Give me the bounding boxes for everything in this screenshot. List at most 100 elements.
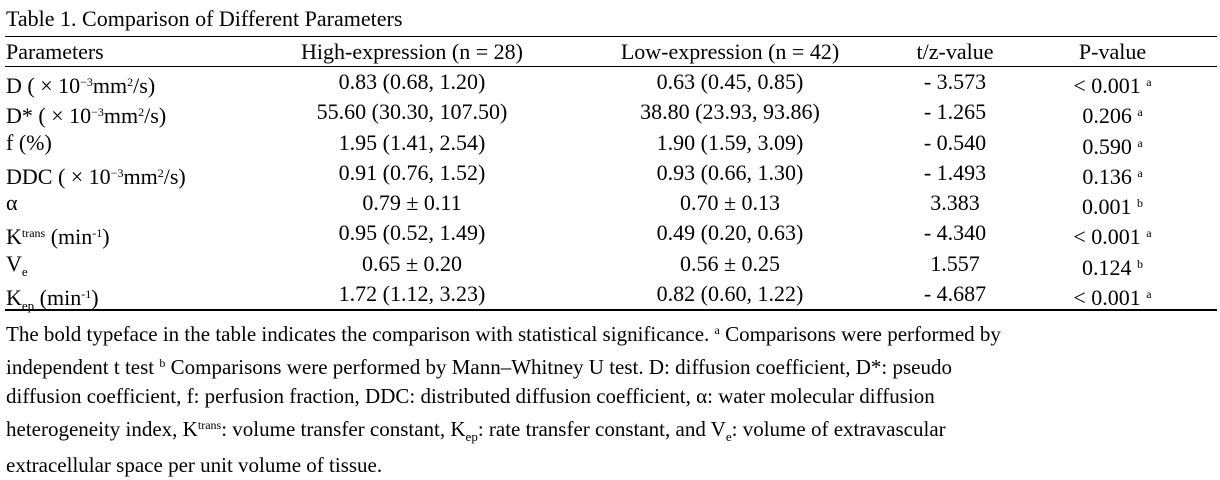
p-value-test-mark: b xyxy=(1137,257,1143,271)
cell-high-expression: 0.83 (0.68, 1.20) xyxy=(338,69,486,94)
param-text: /s) xyxy=(163,164,186,189)
param-text: D* ( × 10 xyxy=(6,103,92,128)
cell-parameter: Ktrans (min-1) xyxy=(6,218,110,249)
cell-p-value: 0.124 b xyxy=(1045,249,1180,280)
table-row: α 0.79 ± 0.11 0.70 ± 0.13 3.383 0.001 b xyxy=(0,188,1220,219)
cell-p-value: 0.001 b xyxy=(1045,188,1180,219)
footnote-text: diffusion coefficient, f: perfusion frac… xyxy=(6,384,935,408)
table-footnote: The bold typeface in the table indicates… xyxy=(6,316,1218,480)
cell-low-expression: 0.56 ± 0.25 xyxy=(679,251,781,276)
footnote-text: The bold typeface in the table indicates… xyxy=(6,322,715,346)
cell-parameter: f (%) xyxy=(6,128,52,158)
footnote-text: : volume transfer constant, K xyxy=(221,417,466,441)
footnote-text: Comparisons were performed by xyxy=(719,322,1001,346)
footnote-text: : rate transfer constant, and V xyxy=(477,417,726,441)
cell-parameter: DDC ( × 10−3mm2/s) xyxy=(6,158,186,189)
cell-high-expression: 0.91 (0.76, 1.52) xyxy=(338,160,486,185)
footnote-subscript: ep xyxy=(465,429,478,444)
cell-tz-value: 1.557 xyxy=(930,251,980,276)
cell-tz-value: - 4.340 xyxy=(923,220,987,245)
param-text: /s) xyxy=(144,103,167,128)
cell-tz-value: - 3.573 xyxy=(923,69,987,94)
param-text: K xyxy=(6,285,22,310)
param-superscript: 2 xyxy=(127,75,134,89)
footnote-line: heterogeneity index, Ktrans: volume tran… xyxy=(6,411,1218,451)
bottom-rule xyxy=(5,309,1217,311)
p-value-text: 0.136 xyxy=(1082,164,1132,189)
cell-high-expression: 1.72 (1.12, 3.23) xyxy=(338,281,486,306)
cell-tz-value: - 1.265 xyxy=(923,99,987,124)
table-header-row: Parameters High-expression (n = 28) Low-… xyxy=(0,37,1220,67)
cell-p-value: 0.590 a xyxy=(1045,128,1180,159)
header-high-expression: High-expression (n = 28) xyxy=(301,39,523,64)
param-superscript: trans xyxy=(21,226,46,240)
p-value-text: < 0.001 xyxy=(1073,73,1141,98)
footnote-text: heterogeneity index, K xyxy=(6,417,198,441)
cell-low-expression: 0.63 (0.45, 0.85) xyxy=(656,69,804,94)
param-superscript: -1 xyxy=(81,287,92,301)
p-value-test-mark: a xyxy=(1137,166,1143,180)
cell-p-value: < 0.001 a xyxy=(1045,279,1180,310)
cell-high-expression: 1.95 (1.41, 2.54) xyxy=(338,130,486,155)
footnote-text: extracellular space per unit volume of t… xyxy=(6,453,383,477)
p-value-text: 0.590 xyxy=(1082,134,1132,159)
table-row: Kep (min-1) 1.72 (1.12, 3.23) 0.82 (0.60, … xyxy=(0,279,1220,313)
cell-low-expression: 0.82 (0.60, 1.22) xyxy=(656,281,804,306)
table-row: DDC ( × 10−3mm2/s) 0.91 (0.76, 1.52) 0.93 … xyxy=(0,158,1220,189)
param-text: mm xyxy=(92,73,128,98)
table-title: Table 1. Comparison of Different Paramet… xyxy=(6,6,403,31)
p-value-text: 0.124 xyxy=(1082,255,1132,280)
footnote-line: independent t test b Comparisons were pe… xyxy=(6,349,1218,382)
param-superscript: −3 xyxy=(91,105,104,119)
cell-tz-value: - 4.687 xyxy=(923,281,987,306)
p-value-text: < 0.001 xyxy=(1073,285,1141,310)
footnote-subscript: e xyxy=(725,429,732,444)
header-p-value: P-value xyxy=(1078,39,1147,64)
p-value-test-mark: a xyxy=(1146,75,1152,89)
cell-high-expression: 0.65 ± 0.20 xyxy=(361,251,463,276)
param-text: ) xyxy=(102,224,110,249)
p-value-text: 0.001 xyxy=(1082,194,1132,219)
cell-tz-value: 3.383 xyxy=(930,190,980,215)
cell-high-expression: 0.79 ± 0.11 xyxy=(362,190,462,215)
footnote-text: Comparisons were performed by Mann–Whitn… xyxy=(165,355,952,379)
footnote-mark: a xyxy=(714,323,720,337)
cell-parameter: D ( × 10−3mm2/s) xyxy=(6,67,156,98)
table-row: D* ( × 10−3mm2/s) 55.60 (30.30, 107.50) 38… xyxy=(0,97,1220,128)
param-text: α xyxy=(6,190,18,215)
param-subscript: e xyxy=(21,264,28,279)
header-parameters: Parameters xyxy=(6,39,104,64)
footnote-line: The bold typeface in the table indicates… xyxy=(6,316,1218,349)
param-text: (min xyxy=(45,224,93,249)
p-value-text: < 0.001 xyxy=(1073,224,1141,249)
cell-low-expression: 0.70 ± 0.13 xyxy=(679,190,781,215)
param-text: DDC ( × 10 xyxy=(6,164,111,189)
param-text: K xyxy=(6,224,22,249)
header-low-expression: Low-expression (n = 42) xyxy=(620,39,840,64)
cell-parameter: Kep (min-1) xyxy=(6,279,99,313)
header-rule xyxy=(5,66,1217,67)
footnote-text: : volume of extravascular xyxy=(731,417,946,441)
p-value-test-mark: a xyxy=(1146,226,1152,240)
param-text: /s) xyxy=(133,73,156,98)
footnote-text: independent t test xyxy=(6,355,160,379)
cell-p-value: < 0.001 a xyxy=(1045,67,1180,98)
cell-low-expression: 38.80 (23.93, 93.86) xyxy=(640,99,820,124)
cell-high-expression: 55.60 (30.30, 107.50) xyxy=(316,99,508,124)
p-value-text: 0.206 xyxy=(1082,103,1132,128)
cell-low-expression: 1.90 (1.59, 3.09) xyxy=(656,130,804,155)
param-text: f (%) xyxy=(6,130,52,155)
cell-parameter: Ve xyxy=(6,249,28,279)
top-rule xyxy=(5,36,1217,37)
cell-parameter: D* ( × 10−3mm2/s) xyxy=(6,97,167,128)
table-row: Ve 0.65 ± 0.20 0.56 ± 0.25 1.557 0.124 b xyxy=(0,249,1220,280)
param-superscript: −3 xyxy=(110,166,124,180)
cell-tz-value: - 1.493 xyxy=(923,160,987,185)
header-tz-value: t/z-value xyxy=(916,39,994,64)
table-row: f (%) 1.95 (1.41, 2.54) 1.90 (1.59, 3.09) -… xyxy=(0,128,1220,159)
cell-p-value: 0.206 a xyxy=(1045,97,1180,128)
cell-low-expression: 0.49 (0.20, 0.63) xyxy=(656,220,804,245)
param-text: mm xyxy=(103,103,139,128)
footnote-superscript: trans xyxy=(197,418,222,432)
param-superscript: −3 xyxy=(80,75,93,89)
